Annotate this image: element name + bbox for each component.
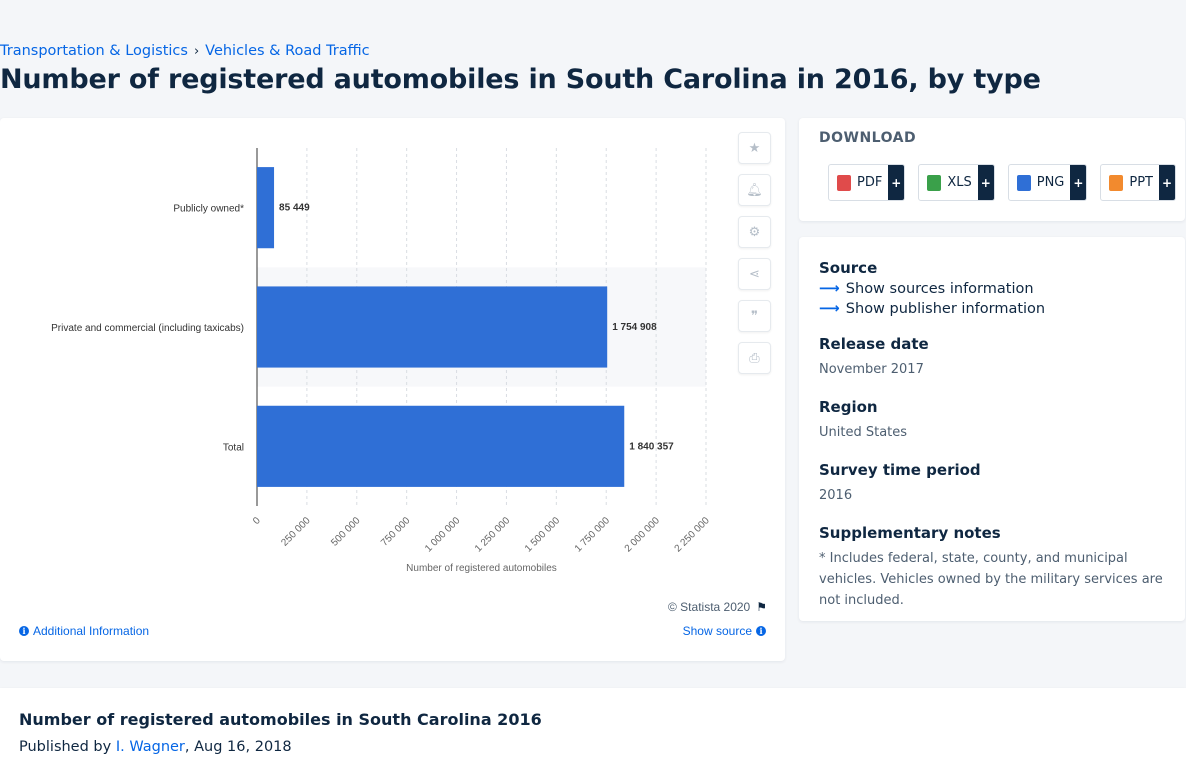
x-tick-label: 750 000 xyxy=(379,515,413,549)
x-tick-label: 1 250 000 xyxy=(473,515,513,555)
supplementary-notes-value: * Includes federal, state, county, and m… xyxy=(819,551,1163,608)
source-heading: Source xyxy=(819,259,878,277)
download-png-plus[interactable]: + xyxy=(1070,165,1087,200)
xls-file-icon xyxy=(927,174,942,191)
release-date-heading: Release date xyxy=(819,335,929,353)
gear-icon[interactable]: ⚙ xyxy=(738,216,771,248)
additional-information-label: Additional Information xyxy=(33,624,150,638)
published-by: Published by I. Wagner, Aug 16, 2018 xyxy=(19,739,292,755)
download-pdf-main: PDF xyxy=(829,165,888,200)
chart-actions: ★ 🔔︎ ⚙ ⋖ ❞ ⎙ xyxy=(738,132,771,374)
breadcrumb-separator: › xyxy=(193,43,200,59)
download-ppt-button[interactable]: PPT + xyxy=(1100,164,1176,201)
show-sources-link[interactable]: ⟶ Show sources information xyxy=(819,281,1165,297)
download-pdf-plus[interactable]: + xyxy=(888,165,905,200)
x-tick-label: 2 000 000 xyxy=(623,515,663,555)
breadcrumb-item-transportation[interactable]: Transportation & Logistics xyxy=(0,43,188,59)
chart-card: 0 250 000 500 000 750 000 1 000 000 1 250 000… xyxy=(0,118,785,661)
share-icon[interactable]: ⋖ xyxy=(738,258,771,290)
show-publisher-link[interactable]: ⟶ Show publisher information xyxy=(819,301,1165,317)
arrow-right-icon: ⟶ xyxy=(819,281,840,297)
page-title: Number of registered automobiles in Sout… xyxy=(0,64,1041,95)
download-buttons: PDF + XLS + PNG + PPT + xyxy=(828,164,1176,201)
data-label: 1 840 357 xyxy=(629,441,674,452)
download-ppt-label: PPT xyxy=(1129,175,1153,190)
download-png-label: PNG xyxy=(1036,175,1065,190)
statistic-summary-title: Number of registered automobiles in Sout… xyxy=(19,710,542,729)
data-label: 1 754 908 xyxy=(612,322,657,333)
download-xls-button[interactable]: XLS + xyxy=(918,164,995,201)
arrow-right-icon: ⟶ xyxy=(819,301,840,317)
bar xyxy=(257,405,625,487)
png-file-icon xyxy=(1016,174,1031,191)
published-prefix: Published by xyxy=(19,739,112,755)
survey-period-block: Survey time period 2016 xyxy=(819,461,1165,506)
download-title: DOWNLOAD xyxy=(819,130,917,146)
release-date-value: November 2017 xyxy=(819,362,924,377)
download-ppt-main: PPT xyxy=(1101,165,1159,200)
x-axis-title: Number of registered automobiles xyxy=(406,563,557,574)
download-card: DOWNLOAD PDF + XLS + PNG + xyxy=(799,118,1185,221)
x-tick-label: 2 250 000 xyxy=(673,515,713,555)
supplementary-notes-block: Supplementary notes * Includes federal, … xyxy=(819,524,1165,611)
supplementary-notes-heading: Supplementary notes xyxy=(819,524,1001,542)
additional-information-link[interactable]: i Additional Information xyxy=(19,624,149,638)
data-label: 85 449 xyxy=(279,203,310,214)
show-source-label: Show source xyxy=(682,624,752,638)
published-date: , Aug 16, 2018 xyxy=(184,739,292,755)
author-link[interactable]: I. Wagner xyxy=(115,739,185,755)
flag-icon[interactable]: ⚑ xyxy=(756,600,767,614)
bar xyxy=(257,286,608,368)
x-tick-label: 500 000 xyxy=(329,515,363,549)
download-png-button[interactable]: PNG + xyxy=(1007,164,1088,201)
region-block: Region United States xyxy=(819,398,1165,443)
x-tick-label: 1 500 000 xyxy=(523,515,563,555)
pdf-file-icon xyxy=(837,174,851,191)
show-sources-label: Show sources information xyxy=(845,281,1034,297)
download-png-main: PNG xyxy=(1009,165,1071,200)
info-icon: i xyxy=(19,626,29,636)
release-date-block: Release date November 2017 xyxy=(819,335,1165,380)
download-xls-label: XLS xyxy=(947,175,972,190)
category-label: Publicly owned* xyxy=(173,204,244,215)
star-icon[interactable]: ★ xyxy=(738,132,771,164)
show-publisher-label: Show publisher information xyxy=(845,301,1046,317)
bell-icon[interactable]: 🔔︎ xyxy=(738,174,771,206)
print-icon[interactable]: ⎙ xyxy=(738,342,771,374)
download-pdf-button[interactable]: PDF + xyxy=(828,164,906,201)
statistic-details-card: Source ⟶ Show sources information ⟶ Show… xyxy=(799,237,1185,621)
top-bar xyxy=(0,0,1186,30)
breadcrumb-item-vehicles[interactable]: Vehicles & Road Traffic xyxy=(205,43,370,59)
copyright: © Statista 2020 ⚑ xyxy=(668,600,767,614)
region-heading: Region xyxy=(819,398,878,416)
survey-period-value: 2016 xyxy=(819,488,853,503)
x-tick-label: 250 000 xyxy=(279,515,313,549)
survey-period-heading: Survey time period xyxy=(819,461,981,479)
ppt-file-icon xyxy=(1109,174,1124,191)
statistic-summary-card: Number of registered automobiles in Sout… xyxy=(0,688,1186,760)
x-tick-label: 1 750 000 xyxy=(573,515,613,555)
download-xls-plus[interactable]: + xyxy=(977,165,994,200)
download-ppt-plus[interactable]: + xyxy=(1159,165,1175,200)
region-value: United States xyxy=(819,425,908,440)
info-icon: i xyxy=(756,626,766,636)
copyright-text: © Statista 2020 xyxy=(668,600,751,614)
show-source-link[interactable]: Show source i xyxy=(683,624,766,638)
bar xyxy=(257,167,275,249)
download-xls-main: XLS xyxy=(919,165,977,200)
x-tick-label: 1 000 000 xyxy=(423,515,463,555)
download-pdf-label: PDF xyxy=(857,175,883,190)
bar-chart: 0 250 000 500 000 750 000 1 000 000 1 250 000… xyxy=(51,148,713,574)
x-tick-label: 0 xyxy=(251,515,263,527)
breadcrumb: Transportation & Logistics › Vehicles & … xyxy=(0,43,370,59)
category-label: Total xyxy=(223,442,244,453)
category-label: Private and commercial (including taxica… xyxy=(51,323,244,334)
quote-icon[interactable]: ❞ xyxy=(738,300,771,332)
